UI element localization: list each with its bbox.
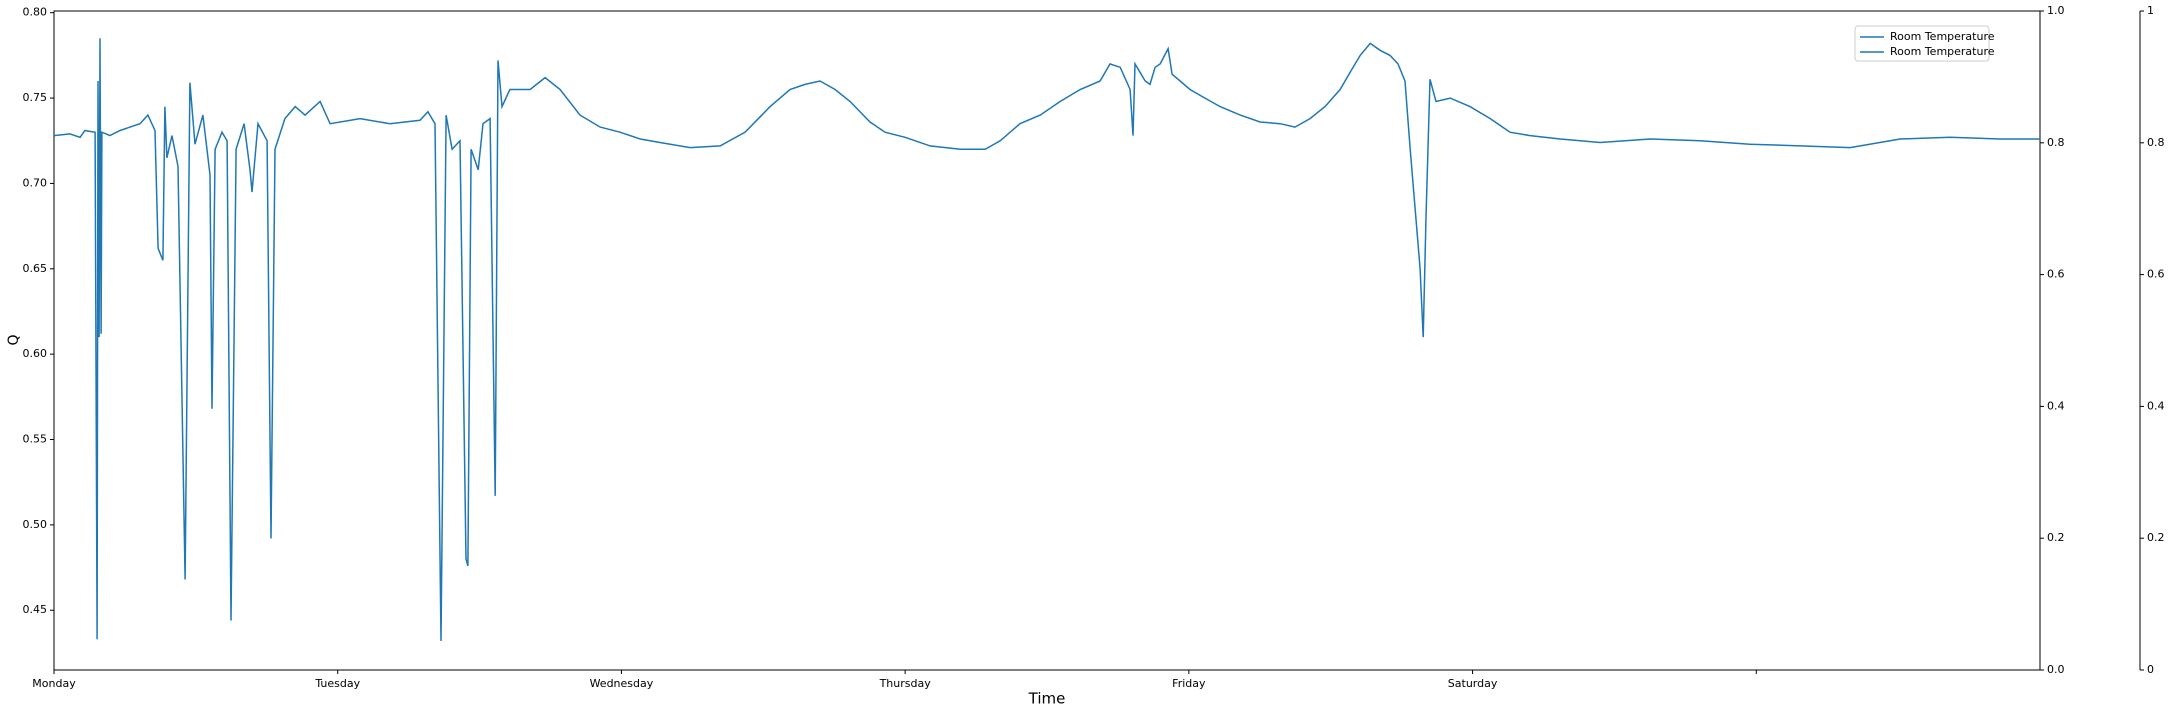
legend-label: Room Temperature — [1890, 30, 1995, 43]
x-tick-label: Friday — [1172, 677, 1206, 690]
y-tick-label: 0.45 — [23, 603, 48, 616]
x-tick-label: Tuesday — [314, 677, 360, 690]
legend-box — [1854, 25, 1990, 62]
x-tick-label: Monday — [32, 677, 76, 690]
y-tick-label: 0.80 — [23, 6, 48, 19]
y-tick-label: 0.60 — [23, 347, 48, 360]
y2-tick-label: 0.4 — [2047, 399, 2065, 412]
y3-tick-label: 0.6 — [2147, 268, 2165, 281]
y2-tick-label: 0.2 — [2047, 531, 2065, 544]
x-tick-label: Saturday — [1448, 677, 1498, 690]
y2-tick-label: 1.0 — [2047, 4, 2065, 17]
y-tick-label: 0.70 — [23, 176, 48, 189]
legend-label: Room Temperature — [1890, 45, 1995, 58]
y-tick-label: 0.55 — [23, 433, 48, 446]
y3-tick-label: 0.2 — [2147, 531, 2165, 544]
y-tick-label: 0.50 — [23, 518, 48, 531]
y3-tick-label: 0.4 — [2147, 399, 2165, 412]
plot-frame — [53, 10, 2041, 671]
y2-tick-label: 0.8 — [2047, 136, 2065, 149]
y-axis-label: Q — [6, 334, 22, 345]
x-tick-label: Thursday — [879, 677, 932, 690]
y3-tick-label: 0.8 — [2147, 136, 2165, 149]
x-tick-label: Wednesday — [590, 677, 654, 690]
y2-tick-label: 0.0 — [2047, 663, 2065, 676]
y3-tick-label: 1 — [2147, 4, 2154, 17]
x-axis-label: Time — [1028, 690, 1066, 708]
y-tick-label: 0.75 — [23, 91, 48, 104]
y3-tick-label: 0 — [2147, 663, 2154, 676]
y2-tick-label: 0.6 — [2047, 268, 2065, 281]
data-line — [53, 38, 2040, 642]
y-tick-label: 0.65 — [23, 262, 48, 275]
